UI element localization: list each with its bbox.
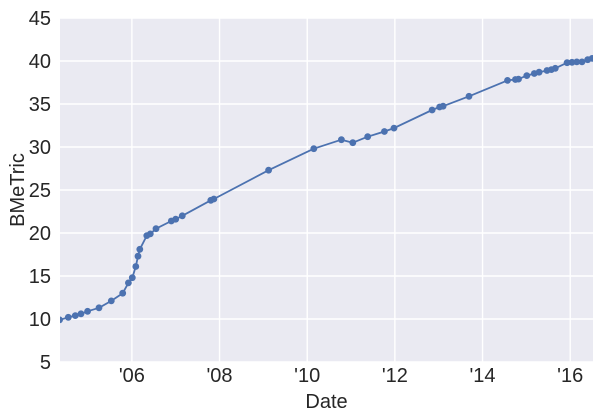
y-tick-label: 20 [29,223,51,245]
data-point-marker [119,289,127,297]
data-point-marker [172,215,180,223]
data-point-marker [523,72,531,79]
data-point-marker [132,263,140,270]
data-point-marker [128,274,136,282]
data-point-marker [551,64,559,72]
data-point-marker [578,58,586,66]
data-point-marker [504,77,511,84]
y-axis-label: BMeTric [7,153,29,227]
y-tick-labels: 5 10 15 20 25 30 35 40 45 [29,8,51,374]
data-point-marker [152,225,160,233]
y-tick-label: 30 [29,137,51,159]
x-tick-label: '10 [294,365,320,387]
data-point-marker [71,312,79,319]
data-point-marker [265,166,272,174]
data-point-marker [107,297,115,305]
data-point-marker [95,304,103,312]
data-series [60,55,593,324]
data-point-marker [563,59,571,67]
data-point-marker [136,245,144,253]
x-tick-label: '06 [119,365,145,387]
data-point-marker [349,139,357,147]
data-point-marker [588,55,593,62]
data-point-marker [465,92,473,100]
y-tick-label: 45 [29,8,51,30]
y-tick-label: 15 [29,266,51,288]
x-tick-label: '16 [557,365,583,387]
data-point-marker [77,310,85,318]
data-point-marker [310,145,318,153]
data-point-marker [124,279,132,287]
y-tick-label: 10 [29,309,51,331]
x-tick-labels: '06 '08 '10 '12 '14 '16 [119,365,583,387]
data-point-marker [146,230,154,238]
data-point-marker [381,128,388,135]
x-tick-label: '14 [469,365,495,387]
y-tick-label: 40 [29,51,51,73]
x-tick-label: '08 [206,365,232,387]
data-point-marker [134,252,142,260]
data-point-marker [64,313,72,321]
y-tick-label: 35 [29,94,51,116]
data-point-marker [178,212,186,220]
data-point-marker [428,106,436,114]
data-point-marker [210,195,218,203]
data-point-marker [535,68,543,76]
data-point-marker [515,75,522,83]
data-point-marker [364,133,372,141]
data-point-marker [390,124,398,132]
data-point-marker [439,102,447,110]
data-point-marker [573,58,581,66]
data-point-marker [84,307,91,315]
x-tick-label: '12 [382,365,408,387]
y-tick-label: 5 [40,352,51,374]
data-point-marker [338,136,345,144]
gridlines [60,17,593,363]
data-point-marker [60,316,63,324]
y-tick-label: 25 [29,180,51,202]
x-axis-label: Date [305,391,347,413]
